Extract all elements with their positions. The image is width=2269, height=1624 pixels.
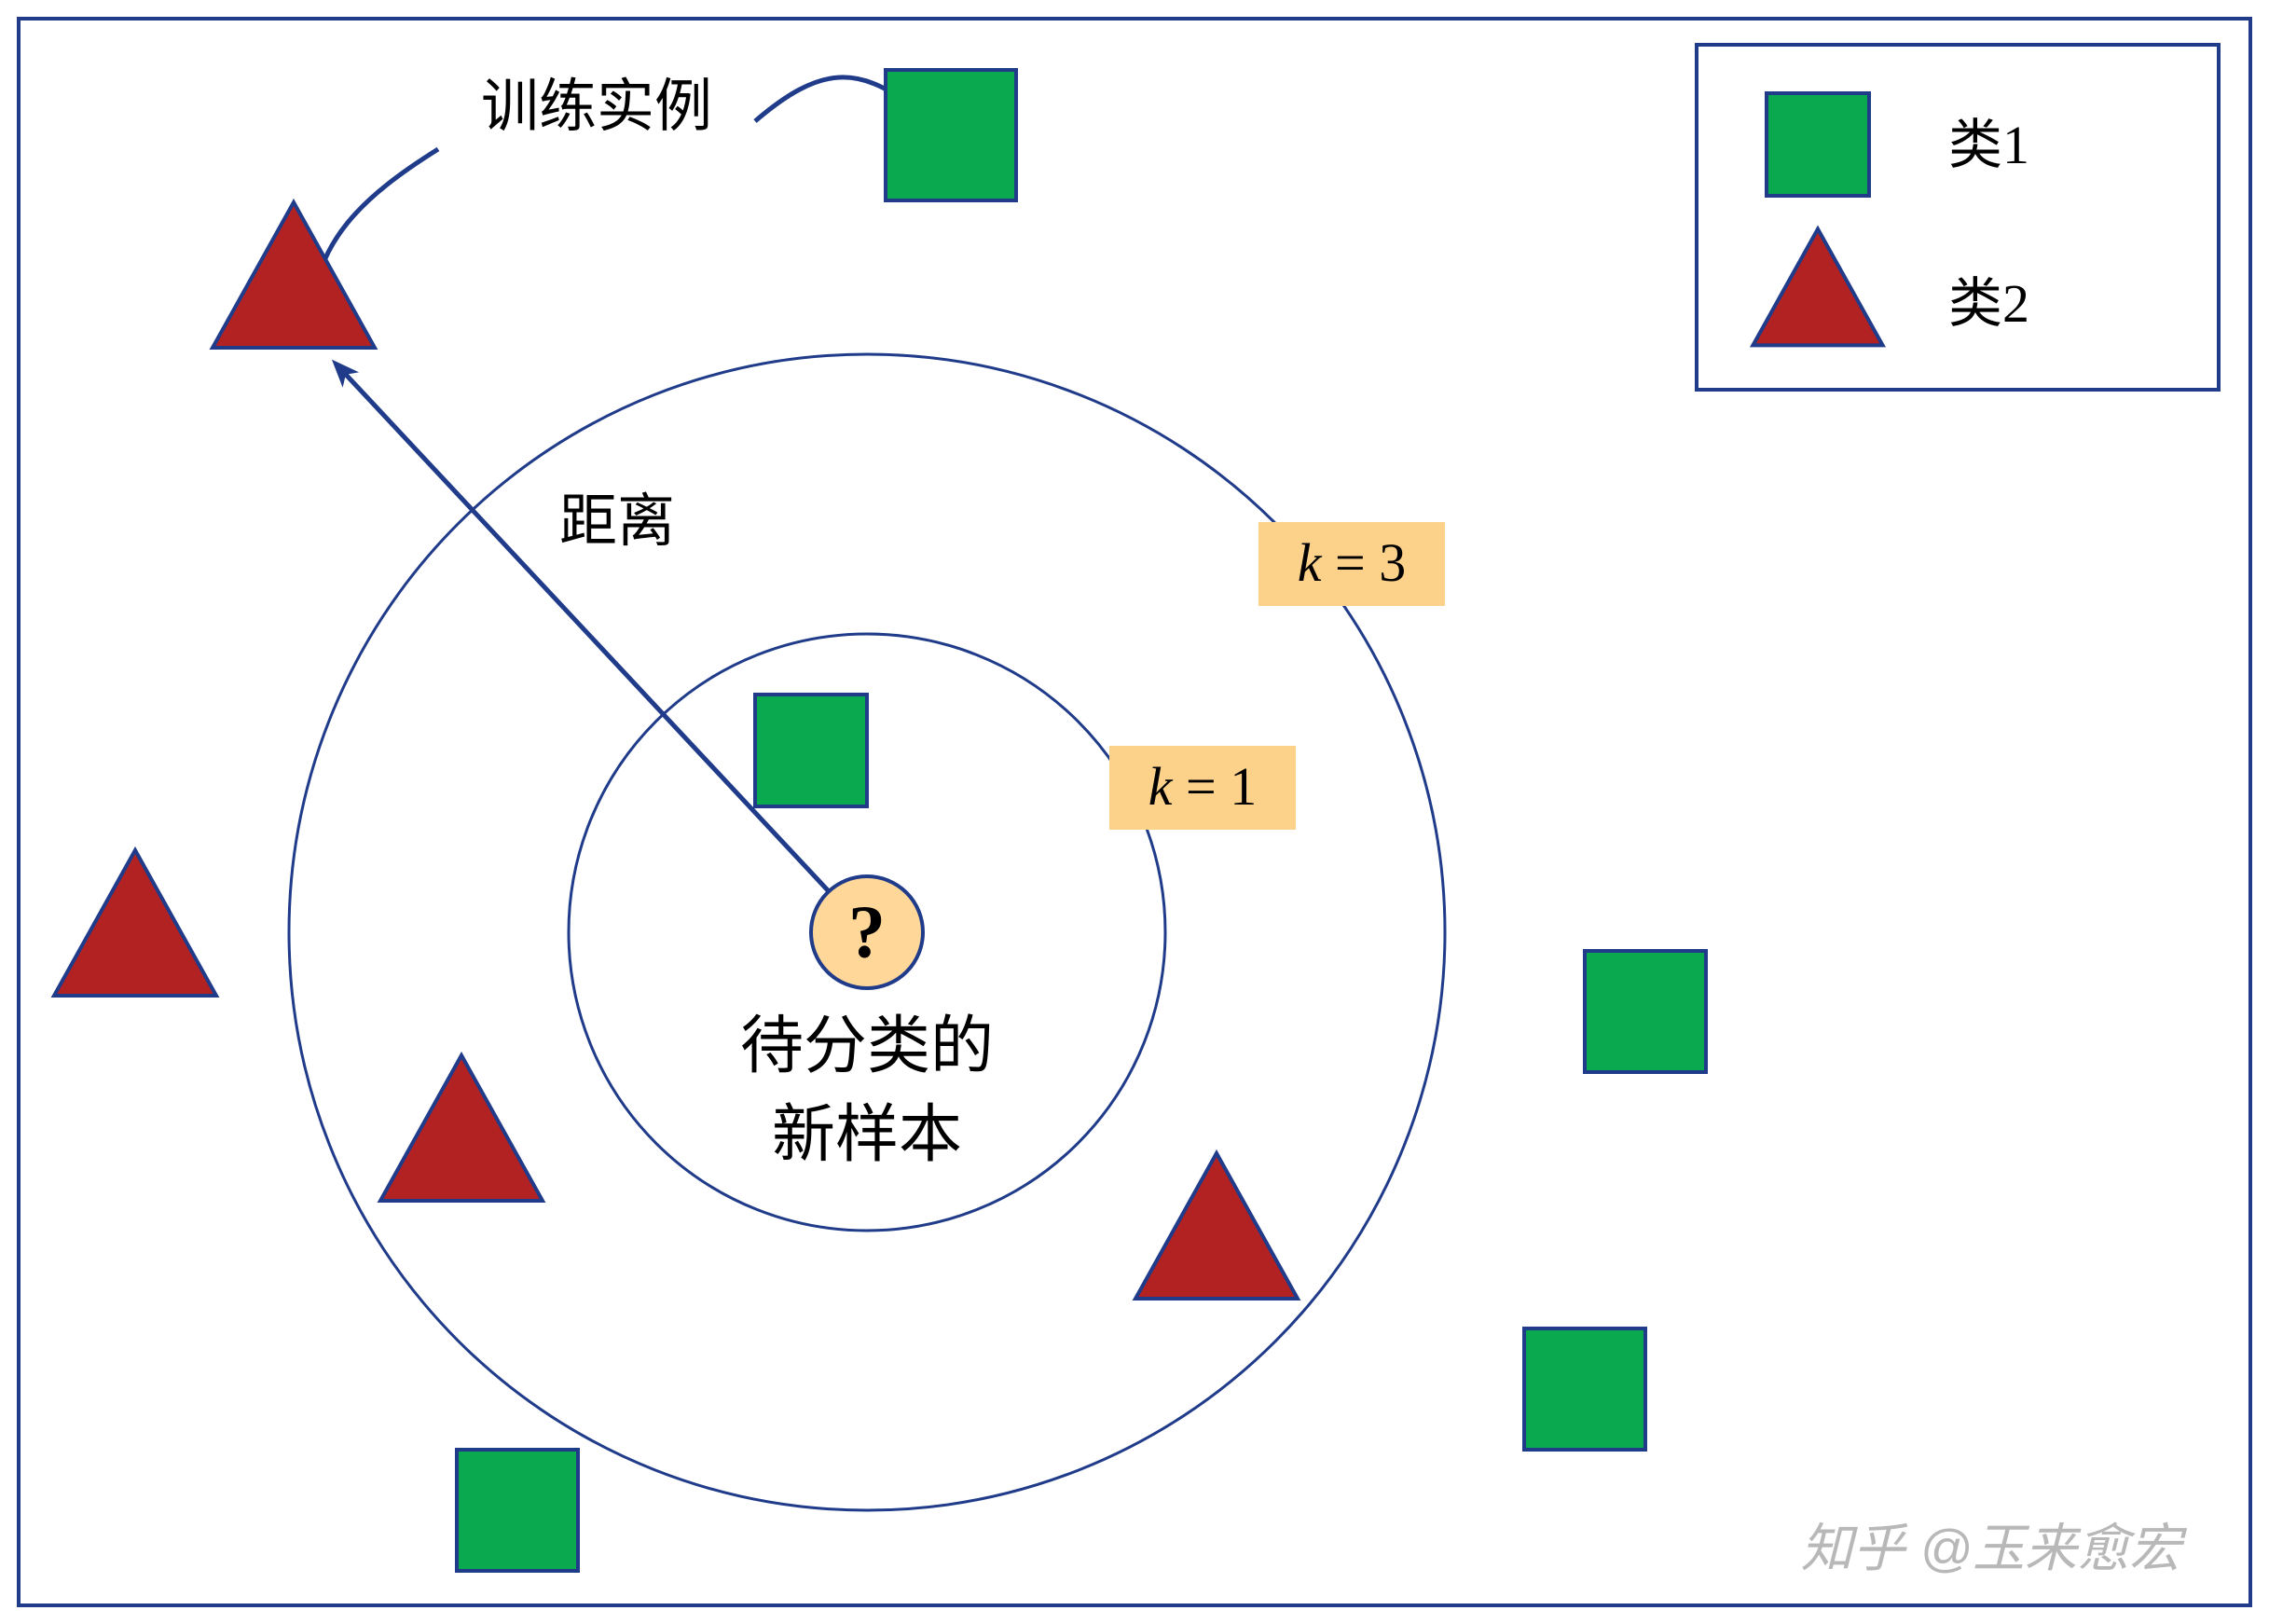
distance-label: 距离 (559, 490, 675, 554)
query-point-symbol: ? (848, 891, 886, 973)
legend-label-1: 类2 (1948, 273, 2029, 334)
diagram-stage: 距离 训练实例? 待分类的新样本 k = 1 k = 3 类1 类2 知乎 @玉来愈宏 (0, 0, 2269, 1624)
watermark-text: 知乎 @玉来愈宏 (1801, 1519, 2188, 1577)
training-instances-label: 训练实例 (481, 76, 712, 139)
k-label-text-1: k = 3 (1298, 532, 1406, 593)
diagram-svg: 距离 训练实例? 待分类的新样本 k = 1 k = 3 类1 类2 知乎 @玉来愈宏 (0, 0, 2269, 1624)
query-label-line1: 待分类的 (740, 1011, 994, 1081)
query-label-line2: 新样本 (772, 1099, 962, 1170)
legend-label-0: 类1 (1948, 115, 2029, 175)
k-label-text-0: k = 1 (1148, 756, 1257, 817)
